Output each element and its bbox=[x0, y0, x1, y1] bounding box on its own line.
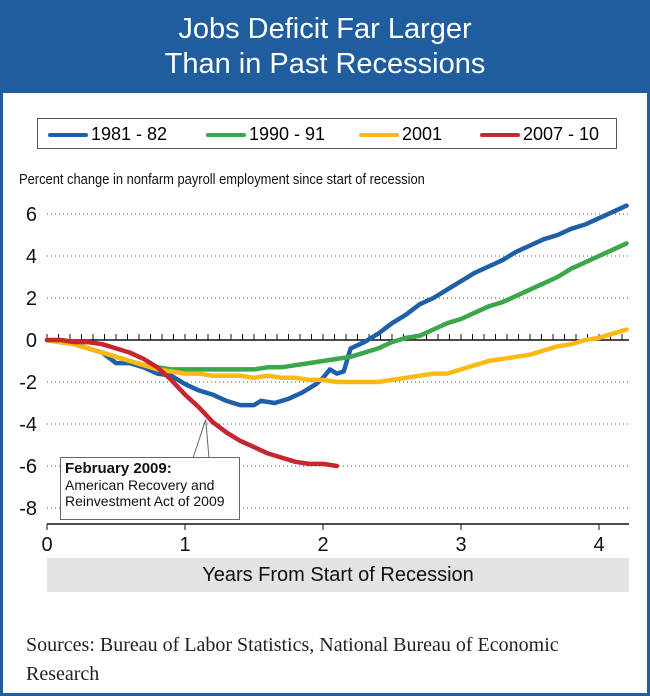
y-tick-label: -4 bbox=[19, 414, 37, 436]
legend-label-2001: 2001 bbox=[402, 124, 443, 144]
x-tick-label: 4 bbox=[593, 534, 604, 556]
line-chart: -8 -6 -4 -2 0 2 4 6 0 1 2 3 4 bbox=[19, 203, 629, 556]
y-tick-label: 0 bbox=[26, 330, 37, 352]
legend-label-1981: 1981 - 82 bbox=[91, 124, 168, 144]
title-line-2: Than in Past Recessions bbox=[164, 48, 486, 80]
x-tick-label: 2 bbox=[317, 534, 328, 556]
x-tick-label: 3 bbox=[455, 534, 466, 556]
legend-item-1981: 1981 - 82 bbox=[48, 123, 167, 145]
series-line-2007-10 bbox=[44, 337, 340, 469]
annotation-pointer bbox=[192, 419, 210, 459]
y-tick-label: 4 bbox=[26, 246, 37, 268]
series-line-1981-82 bbox=[44, 203, 629, 408]
legend-item-2001: 2001 bbox=[359, 123, 442, 145]
annotation-line-1: American Recovery and bbox=[65, 477, 215, 493]
series-line-2001 bbox=[44, 327, 629, 385]
y-tick-label: -6 bbox=[19, 456, 37, 478]
y-tick-label: 2 bbox=[26, 288, 37, 310]
y-tick-label: 6 bbox=[26, 204, 37, 226]
y-axis-label: Percent change in nonfarm payroll employ… bbox=[19, 171, 425, 188]
legend-item-1990: 1990 - 91 bbox=[206, 123, 325, 145]
annotation-box: February 2009: American Recovery and Rei… bbox=[60, 457, 240, 520]
legend-swatch-1981 bbox=[48, 133, 88, 138]
x-tick-label: 0 bbox=[41, 534, 52, 556]
legend-label-1990: 1990 - 91 bbox=[249, 124, 326, 144]
y-tick-label: -8 bbox=[19, 498, 37, 520]
y-tick-label: -2 bbox=[19, 372, 37, 394]
chart-title: Jobs Deficit Far Larger Than in Past Rec… bbox=[3, 3, 647, 93]
legend-swatch-1990 bbox=[206, 133, 246, 138]
legend-swatch-2007 bbox=[480, 133, 520, 138]
annotation-line-2: Reinvestment Act of 2009 bbox=[65, 493, 225, 509]
legend-label-2007: 2007 - 10 bbox=[523, 124, 600, 144]
x-tick-label: 1 bbox=[179, 534, 190, 556]
legend-swatch-2001 bbox=[359, 133, 399, 138]
annotation-title: February 2009: bbox=[65, 460, 172, 477]
legend-item-2007: 2007 - 10 bbox=[480, 123, 599, 145]
x-axis-label: Years From Start of Recession bbox=[47, 558, 629, 592]
title-line-1: Jobs Deficit Far Larger bbox=[178, 13, 472, 45]
sources-note: Sources: Bureau of Labor Statistics, Nat… bbox=[26, 634, 559, 685]
legend: 1981 - 82 1990 - 91 2001 2007 - 10 bbox=[37, 118, 617, 149]
